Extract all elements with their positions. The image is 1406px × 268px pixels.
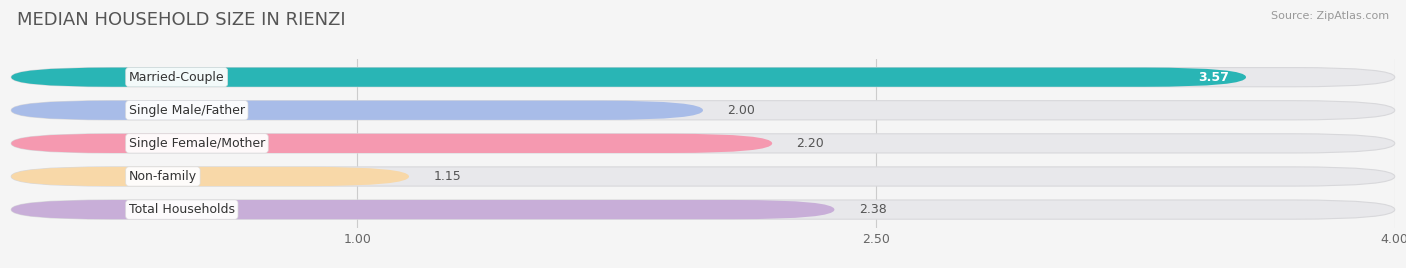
FancyBboxPatch shape	[11, 200, 1395, 219]
Text: 2.00: 2.00	[727, 104, 755, 117]
FancyBboxPatch shape	[11, 167, 409, 186]
Text: Source: ZipAtlas.com: Source: ZipAtlas.com	[1271, 11, 1389, 21]
Text: Total Households: Total Households	[129, 203, 235, 216]
Text: Non-family: Non-family	[129, 170, 197, 183]
Text: 1.15: 1.15	[433, 170, 461, 183]
Text: 3.57: 3.57	[1198, 71, 1229, 84]
Text: MEDIAN HOUSEHOLD SIZE IN RIENZI: MEDIAN HOUSEHOLD SIZE IN RIENZI	[17, 11, 346, 29]
FancyBboxPatch shape	[11, 167, 1395, 186]
FancyBboxPatch shape	[11, 200, 834, 219]
Text: 2.20: 2.20	[796, 137, 824, 150]
Text: Single Female/Mother: Single Female/Mother	[129, 137, 266, 150]
Text: Married-Couple: Married-Couple	[129, 71, 225, 84]
Text: Single Male/Father: Single Male/Father	[129, 104, 245, 117]
Text: 2.38: 2.38	[859, 203, 886, 216]
FancyBboxPatch shape	[11, 134, 1395, 153]
FancyBboxPatch shape	[11, 68, 1246, 87]
FancyBboxPatch shape	[11, 101, 1395, 120]
FancyBboxPatch shape	[11, 68, 1395, 87]
FancyBboxPatch shape	[11, 101, 703, 120]
FancyBboxPatch shape	[11, 134, 772, 153]
